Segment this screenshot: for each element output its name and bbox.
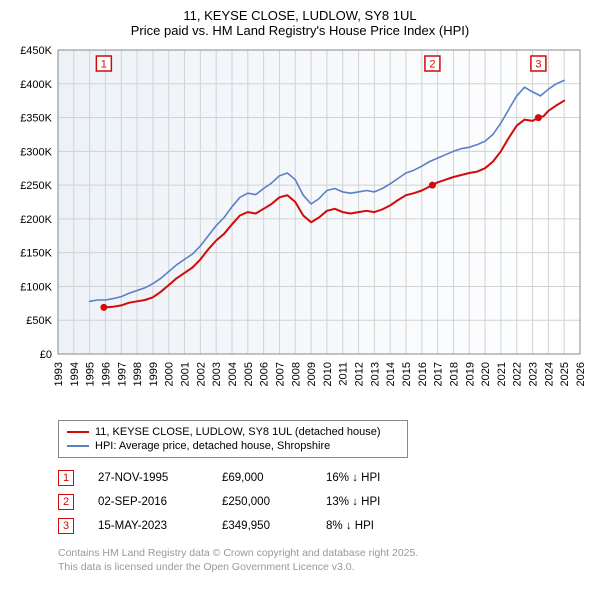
y-tick-label: £400K [20,79,52,91]
x-tick-label: 2000 [164,362,176,386]
y-tick-label: £0 [40,349,52,361]
event-badge-number: 1 [101,59,107,71]
event-diff: 13% ↓ HPI [326,496,416,508]
event-date: 02-SEP-2016 [98,496,198,508]
legend-swatch [67,431,89,433]
x-tick-label: 2020 [480,362,492,386]
x-tick-label: 2014 [385,362,397,386]
line-chart: £0 £50K £100K £150K £200K £250K £300K £350K £400… [8,44,592,414]
x-tick-label: 2024 [543,362,555,386]
x-tick-label: 2007 [274,362,286,386]
event-diff: 8% ↓ HPI [326,520,416,532]
legend-row: 11, KEYSE CLOSE, LUDLOW, SY8 1UL (detach… [67,425,399,439]
legend-swatch [67,445,89,447]
x-tick-label: 2002 [195,362,207,386]
x-tick-label: 1996 [100,362,112,386]
title-line2: Price paid vs. HM Land Registry's House … [8,23,592,38]
event-badge-number: 3 [535,59,541,71]
x-tick-label: 2022 [512,362,524,386]
x-tick-label: 2026 [575,362,587,386]
y-tick-label: £350K [20,113,52,125]
x-tick-label: 2010 [322,362,334,386]
y-tick-label: £200K [20,214,52,226]
chart-container: £0 £50K £100K £150K £200K £250K £300K £350K £400… [8,44,592,414]
y-tick-label: £100K [20,281,52,293]
attribution-line2: This data is licensed under the Open Gov… [58,560,592,574]
event-row: 3 15-MAY-2023 £349,950 8% ↓ HPI [58,514,592,538]
x-tick-label: 1999 [148,362,160,386]
y-tick-label: £450K [20,45,52,57]
event-table: 1 27-NOV-1995 £69,000 16% ↓ HPI 2 02-SEP-2016… [58,466,592,538]
x-tick-label: 2019 [464,362,476,386]
event-date: 15-MAY-2023 [98,520,198,532]
attribution-line1: Contains HM Land Registry data © Crown c… [58,546,592,560]
y-tick-label: £300K [20,146,52,158]
x-tick-label: 2018 [448,362,460,386]
x-tick-label: 2009 [306,362,318,386]
x-tick-label: 2004 [227,362,239,386]
x-tick-label: 1993 [53,362,65,386]
x-tick-label: 2016 [417,362,429,386]
event-price: £250,000 [222,496,302,508]
x-tick-label: 2005 [243,362,255,386]
event-price: £349,950 [222,520,302,532]
x-tick-label: 2008 [290,362,302,386]
event-badge: 1 [58,470,74,486]
x-tick-label: 2021 [496,362,508,386]
x-tick-label: 2025 [559,362,571,386]
x-tick-label: 2017 [433,362,445,386]
x-tick-label: 1995 [85,362,97,386]
x-tick-label: 1998 [132,362,144,386]
x-tick-label: 2015 [401,362,413,386]
x-tick-label: 1994 [69,362,81,386]
price-marker [535,114,542,121]
y-tick-label: £150K [20,248,52,260]
legend-row: HPI: Average price, detached house, Shro… [67,439,399,453]
title-line1: 11, KEYSE CLOSE, LUDLOW, SY8 1UL [8,8,592,23]
x-tick-label: 2006 [259,362,271,386]
event-price: £69,000 [222,472,302,484]
attribution: Contains HM Land Registry data © Crown c… [58,546,592,574]
x-tick-label: 2013 [369,362,381,386]
chart-title-block: 11, KEYSE CLOSE, LUDLOW, SY8 1UL Price p… [8,8,592,38]
y-tick-label: £50K [26,315,52,327]
x-tick-label: 2011 [338,362,350,386]
x-tick-label: 2012 [354,362,366,386]
event-badge-number: 2 [429,59,435,71]
event-row: 2 02-SEP-2016 £250,000 13% ↓ HPI [58,490,592,514]
event-row: 1 27-NOV-1995 £69,000 16% ↓ HPI [58,466,592,490]
y-tick-label: £250K [20,180,52,192]
x-tick-label: 1997 [116,362,128,386]
event-badge: 3 [58,518,74,534]
event-diff: 16% ↓ HPI [326,472,416,484]
legend-label: 11, KEYSE CLOSE, LUDLOW, SY8 1UL (detach… [95,426,381,438]
price-marker [429,182,436,189]
legend: 11, KEYSE CLOSE, LUDLOW, SY8 1UL (detach… [58,420,408,458]
x-tick-label: 2003 [211,362,223,386]
x-tick-label: 2023 [528,362,540,386]
x-tick-label: 2001 [180,362,192,386]
event-date: 27-NOV-1995 [98,472,198,484]
event-badge: 2 [58,494,74,510]
price-marker [100,304,107,311]
legend-label: HPI: Average price, detached house, Shro… [95,440,330,452]
